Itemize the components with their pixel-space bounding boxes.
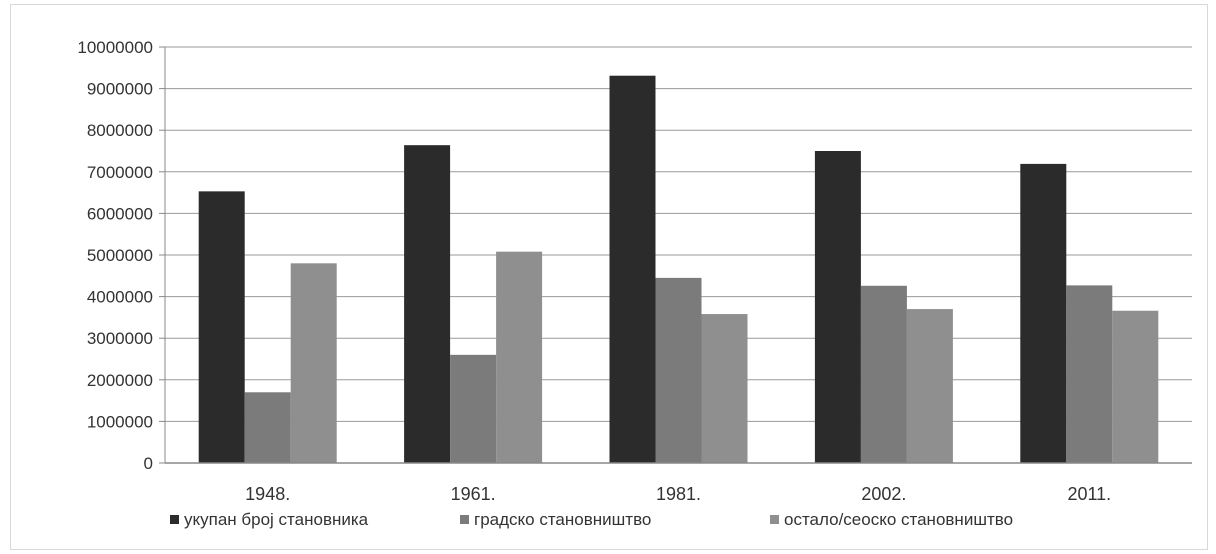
x-axis: 1948. 1961. 1981. 2002. 2011. bbox=[165, 462, 1192, 504]
y-tick-label: 3000000 bbox=[87, 329, 153, 348]
y-axis: 0 1000000 2000000 3000000 4000000 5000000 6000… bbox=[77, 38, 166, 473]
legend-label: укупан број становника bbox=[184, 510, 369, 529]
bar-1961-series-2 bbox=[496, 251, 543, 463]
bar-1961-series-0 bbox=[404, 145, 451, 463]
y-tick-label: 7000000 bbox=[87, 163, 153, 182]
legend-swatch bbox=[170, 515, 179, 524]
y-tick-label: 0 bbox=[144, 454, 153, 473]
bar-2002-series-0 bbox=[814, 151, 861, 463]
y-tick-label: 6000000 bbox=[87, 204, 153, 223]
legend: укупан број становника градско становништ… bbox=[170, 510, 1013, 529]
x-tick-label: 2011. bbox=[1067, 484, 1111, 504]
x-tick-label: 1948. bbox=[245, 484, 290, 504]
y-tick-label: 5000000 bbox=[87, 246, 153, 265]
y-tick-label: 2000000 bbox=[87, 371, 153, 390]
y-tick-label: 10000000 bbox=[77, 38, 153, 57]
y-tick-label: 4000000 bbox=[87, 288, 153, 307]
x-tick-label: 2002. bbox=[861, 484, 906, 504]
bar-1981-series-1 bbox=[655, 277, 702, 463]
y-tick-label: 1000000 bbox=[87, 412, 153, 431]
bar-2011-series-1 bbox=[1066, 285, 1113, 463]
y-tick-label: 9000000 bbox=[87, 80, 153, 99]
legend-label: остало/сеоско становништво bbox=[784, 510, 1013, 529]
bar-2002-series-2 bbox=[906, 309, 953, 463]
bars bbox=[198, 75, 1159, 464]
legend-label: градско становништво bbox=[474, 510, 651, 529]
x-tick-label: 1961. bbox=[451, 484, 496, 504]
bar-2011-series-0 bbox=[1020, 163, 1067, 463]
bar-1961-series-1 bbox=[450, 354, 497, 463]
bar-2011-series-2 bbox=[1112, 310, 1159, 463]
bar-1948-series-0 bbox=[198, 191, 245, 464]
bar-1981-series-2 bbox=[701, 314, 748, 463]
bar-1948-series-1 bbox=[244, 392, 291, 463]
x-tick-label: 1981. bbox=[656, 484, 701, 504]
bar-2002-series-1 bbox=[860, 285, 907, 463]
bar-1981-series-0 bbox=[609, 75, 656, 463]
y-tick-label: 8000000 bbox=[87, 121, 153, 140]
legend-swatch bbox=[460, 515, 469, 524]
legend-swatch bbox=[770, 515, 779, 524]
bar-1948-series-2 bbox=[290, 263, 337, 463]
